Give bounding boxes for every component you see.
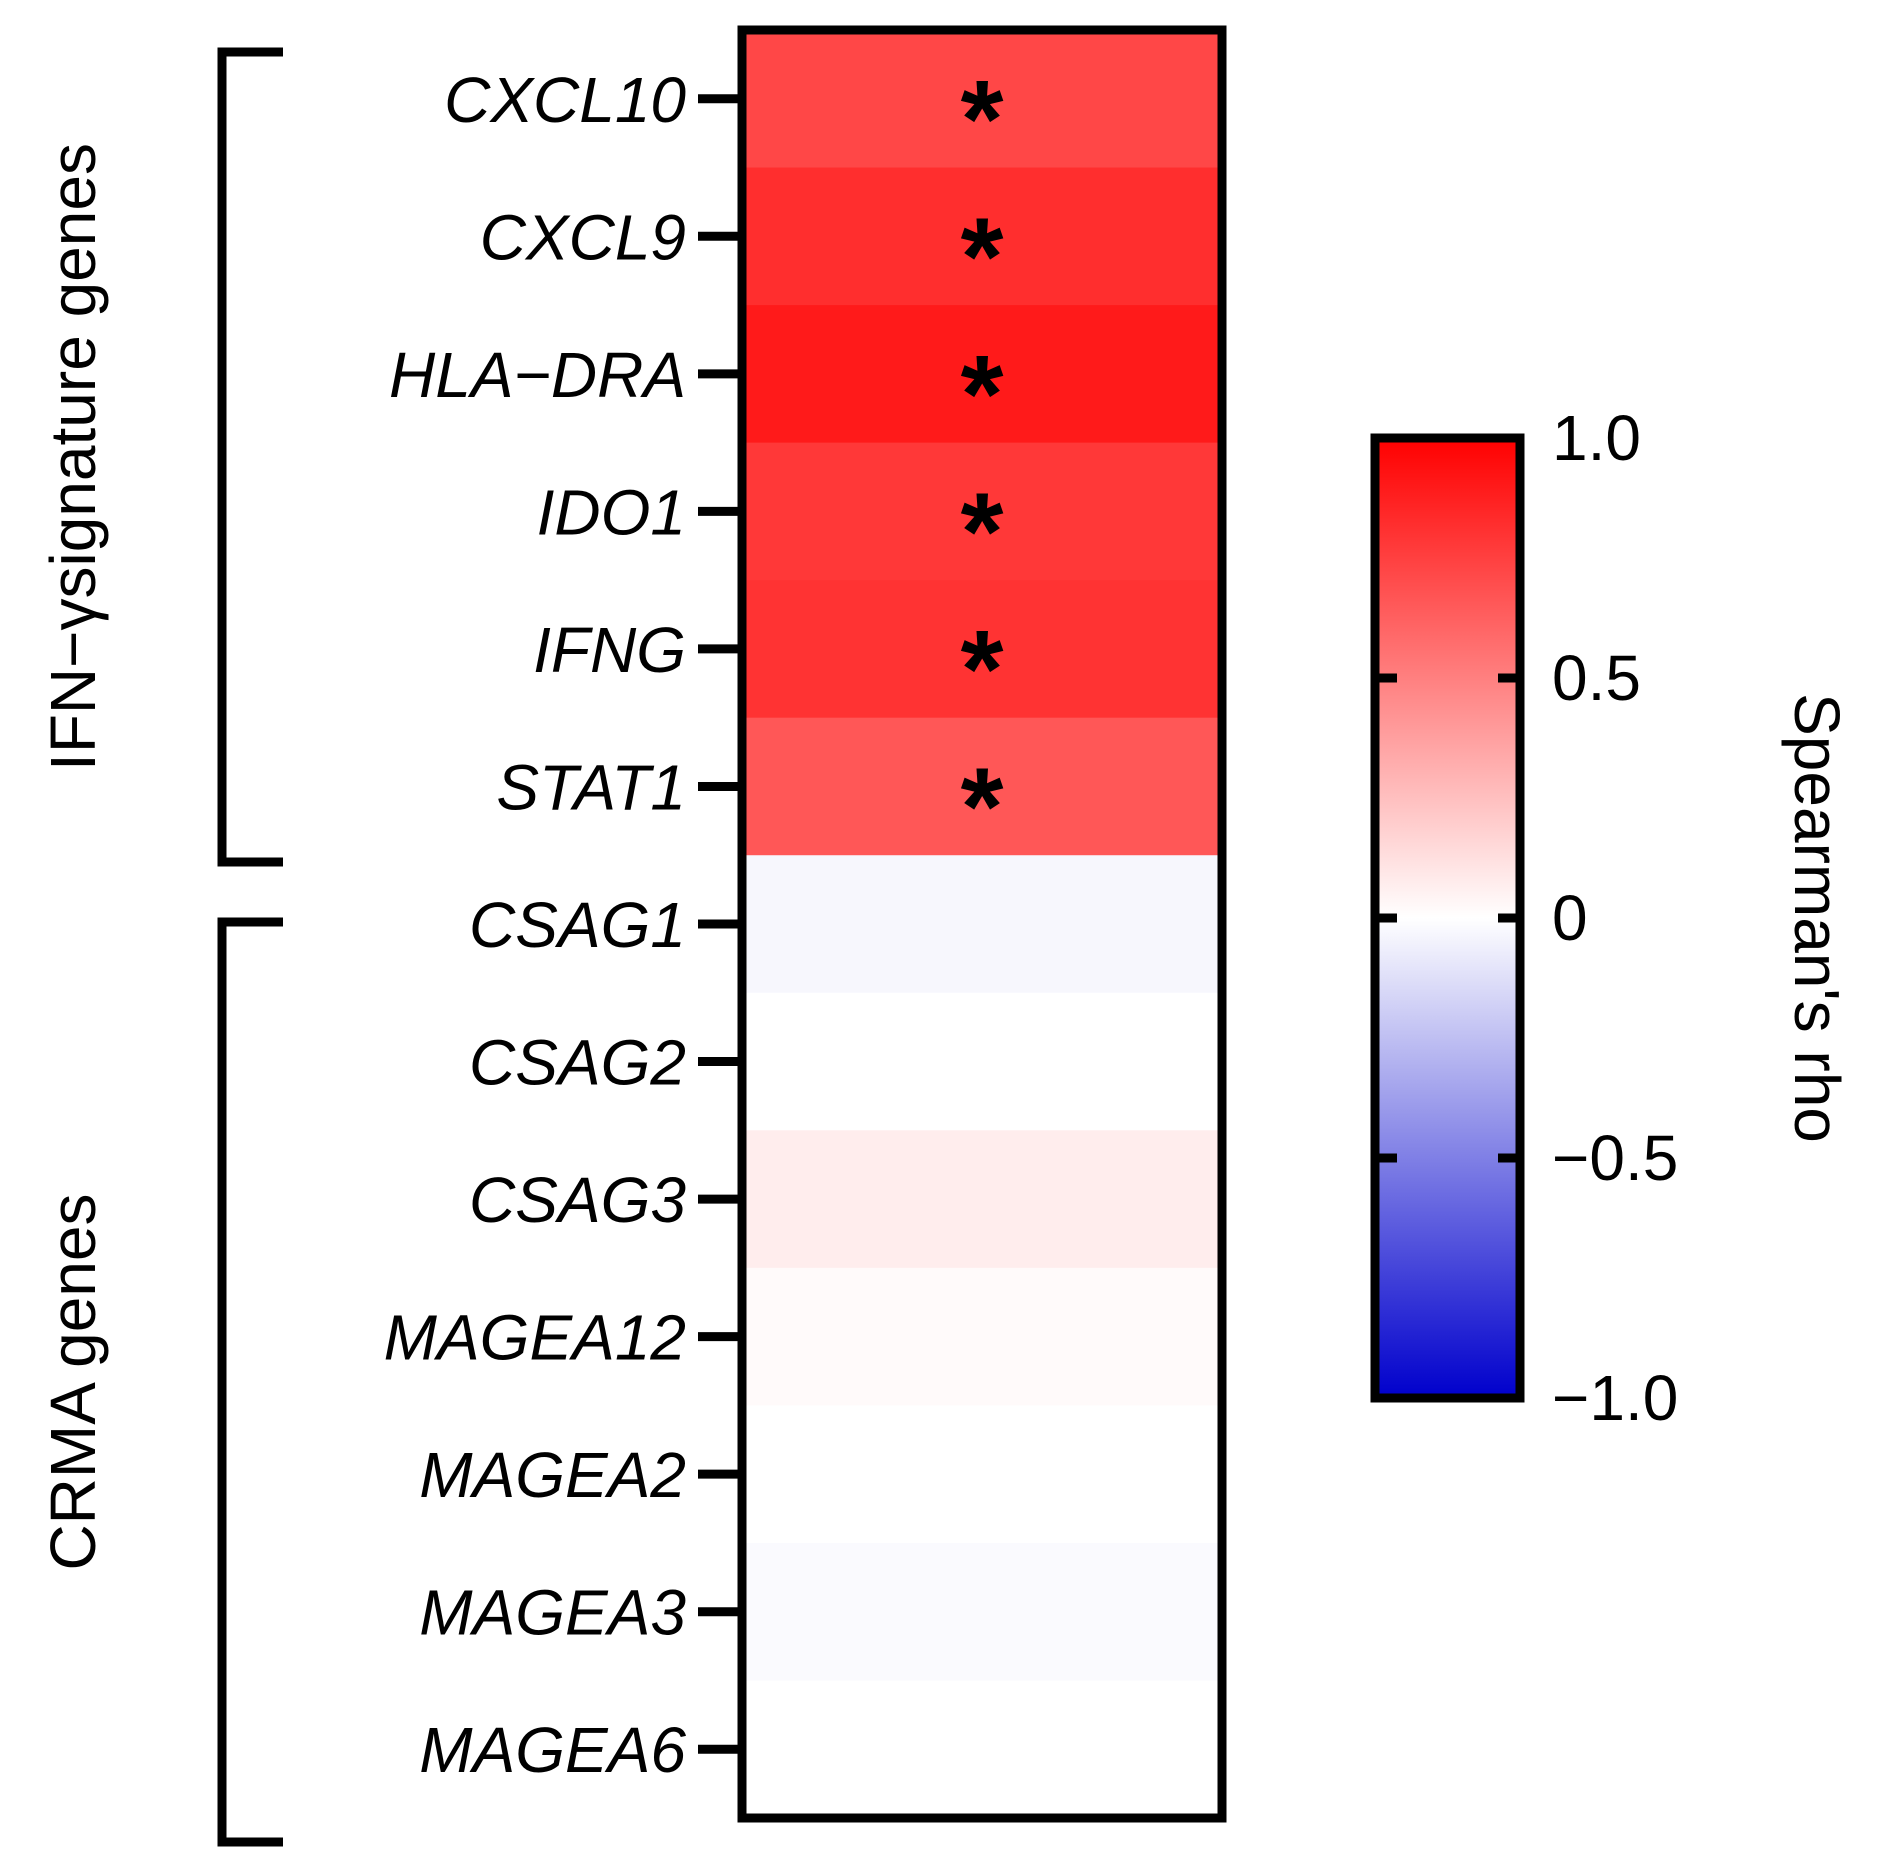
significance-star: * <box>961 195 1004 318</box>
group-label: IFN−γsignature genes <box>37 143 109 771</box>
colorbar-tick-label: 1.0 <box>1552 402 1641 474</box>
row-label: IFNG <box>533 614 686 686</box>
significance-star: * <box>961 58 1004 181</box>
significance-star: * <box>961 333 1004 456</box>
row-label: MAGEA2 <box>419 1439 686 1511</box>
row-label: MAGEA6 <box>419 1714 686 1786</box>
heatmap-cell <box>742 1680 1222 1819</box>
row-ticks <box>698 94 742 1754</box>
heatmap-cell <box>742 580 1222 719</box>
row-label: CSAG2 <box>469 1027 686 1099</box>
row-label: STAT1 <box>496 751 686 823</box>
significance-star: * <box>961 608 1004 731</box>
row-label: HLA−DRA <box>389 339 686 411</box>
heatmap-cell <box>742 442 1222 581</box>
heatmap-cell <box>742 1267 1222 1406</box>
colorbar-tick-label: 0.5 <box>1552 642 1641 714</box>
colorbar-tick-labels: 1.0 0.5 0 −0.5 −1.0 <box>1552 402 1678 1434</box>
row-label: CXCL10 <box>444 64 686 136</box>
colorbar-ticks <box>1375 673 1520 1163</box>
heatmap-cell <box>742 992 1222 1131</box>
significance-star: * <box>961 470 1004 593</box>
group-labels: IFN−γsignature genes CRMA genes <box>37 143 109 1570</box>
heatmap-cell <box>742 305 1222 444</box>
heatmap-cells <box>742 30 1222 1819</box>
row-label: CSAG1 <box>469 889 686 961</box>
heatmap-cell <box>742 855 1222 994</box>
row-labels: CXCL10 CXCL9 HLA−DRA IDO1 IFNG STAT1 CSAG1 CSAG… <box>384 64 687 1786</box>
heatmap-cell <box>742 30 1222 169</box>
group-brackets <box>217 47 283 1847</box>
heatmap-cell <box>742 1130 1222 1269</box>
group-bracket <box>217 47 283 867</box>
colorbar-tick-label: −1.0 <box>1552 1362 1678 1434</box>
row-label: CSAG3 <box>469 1164 686 1236</box>
heatmap-cell <box>742 1405 1222 1544</box>
group-bracket <box>217 917 283 1847</box>
row-label: IDO1 <box>537 476 686 548</box>
significance-markers: * * * * * * <box>961 58 1004 869</box>
group-label: CRMA genes <box>37 1193 109 1570</box>
colorbar-tick-label: −0.5 <box>1552 1122 1678 1194</box>
heatmap-cell <box>742 1542 1222 1682</box>
row-label: CXCL9 <box>480 201 686 273</box>
heatmap-cell <box>742 717 1222 856</box>
row-label: MAGEA3 <box>419 1577 686 1649</box>
significance-star: * <box>961 745 1004 868</box>
heatmap-cell <box>742 167 1222 306</box>
colorbar-title: Spearman's rho <box>1781 693 1853 1143</box>
row-label: MAGEA12 <box>384 1302 686 1374</box>
colorbar-tick-label: 0 <box>1552 882 1588 954</box>
